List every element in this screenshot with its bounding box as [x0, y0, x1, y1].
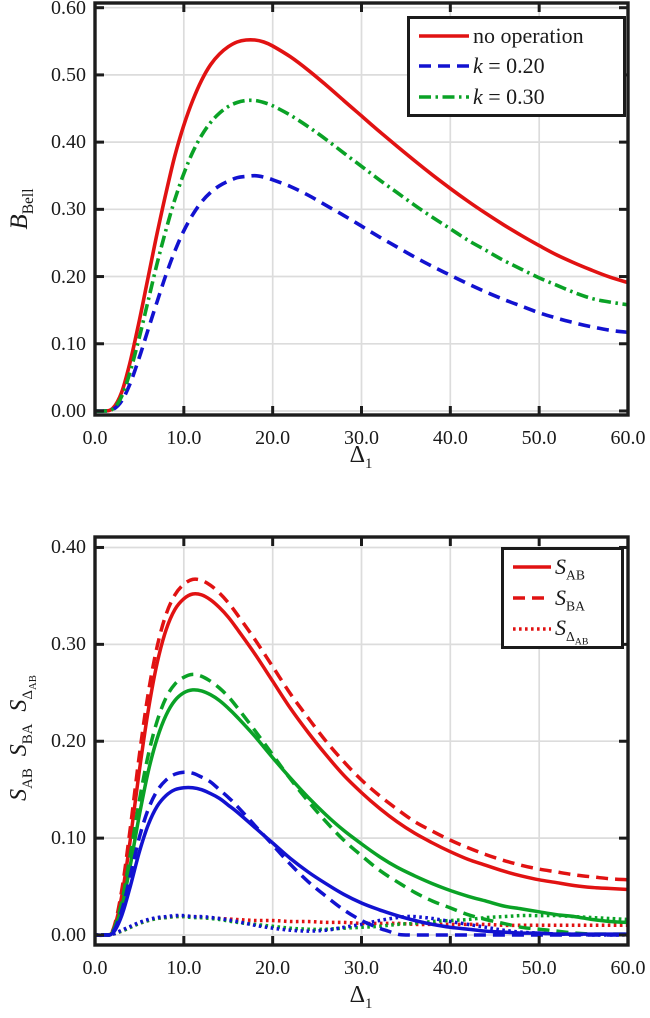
x-tick-label: 50.0	[521, 957, 557, 979]
y-tick-label: 0.10	[51, 827, 86, 850]
entropy-x-axis-label: Δ1	[321, 981, 401, 1012]
x-tick-label: 0.0	[82, 427, 108, 449]
x-tick-label: 40.0	[432, 427, 468, 449]
y-axis-label-part: SΔAB	[6, 675, 39, 712]
y-tick-label: 0.30	[51, 633, 86, 656]
legend-item: SBA	[512, 583, 619, 614]
y-tick-label: 0.50	[51, 63, 86, 86]
y-tick-label: 0.20	[51, 265, 86, 288]
entropy-x-label-subscript: 1	[365, 995, 373, 1012]
x-tick-label: 20.0	[255, 957, 291, 979]
y-tick-label: 0.60	[51, 0, 86, 19]
y-tick-label: 0.30	[51, 198, 86, 221]
legend-sample-dashdot-line	[419, 95, 469, 99]
y-tick-label: 0.10	[51, 332, 86, 355]
legend-label: SΔAB	[555, 615, 589, 648]
curve-sba-blue	[94, 770, 628, 937]
x-tick-label: 60.0	[610, 957, 646, 979]
entropy-x-label-symbol: Δ	[349, 982, 365, 1008]
x-tick-label: 60.0	[610, 427, 646, 449]
bell-x-label-symbol: Δ	[349, 442, 365, 468]
y-axis-label-part: SAB	[6, 768, 36, 801]
curve-sba-red	[94, 577, 629, 938]
y-tick-label: 0.00	[51, 924, 86, 947]
x-tick-label: 0.0	[82, 957, 108, 979]
legend-item: SAB	[512, 552, 619, 583]
legend-label: k = 0.20	[473, 53, 545, 79]
bell-x-axis-label: Δ1	[321, 441, 401, 472]
curve-sba-green	[94, 672, 628, 938]
legend-label: k = 0.30	[473, 83, 545, 109]
x-tick-label: 10.0	[166, 427, 202, 449]
legend-item: k = 0.20	[418, 51, 621, 81]
curve-sab-red	[94, 591, 629, 938]
entropy-legend: SAB SBA SΔAB	[501, 547, 624, 649]
legend-label: no operation	[473, 23, 584, 49]
x-tick-label: 30.0	[344, 957, 379, 979]
y-tick-label: 0.40	[51, 131, 86, 154]
legend-sample-dotted-line	[513, 626, 551, 631]
x-tick-label: 50.0	[521, 427, 557, 449]
curve-k-020	[94, 173, 629, 413]
legend-sample-solid-line	[419, 34, 469, 38]
bell-legend: no operation k = 0.20 k = 0.30	[407, 16, 626, 117]
bell-x-label-subscript: 1	[365, 455, 373, 472]
y-tick-label: 0.40	[51, 536, 86, 559]
x-tick-label: 40.0	[432, 957, 468, 979]
x-tick-label: 10.0	[166, 957, 202, 979]
x-tick-label: 20.0	[255, 427, 291, 449]
legend-item: SΔAB	[512, 613, 619, 648]
legend-label: SBA	[555, 585, 585, 614]
y-tick-label: 0.00	[51, 399, 86, 422]
y-tick-label: 0.20	[51, 730, 86, 753]
curve-no-operation	[94, 37, 629, 413]
legend-sample-solid-line	[513, 565, 551, 570]
legend-item: no operation	[418, 21, 621, 51]
legend-label: SAB	[555, 554, 585, 583]
x-tick-label: 30.0	[344, 427, 379, 449]
curve-k-030	[94, 98, 629, 413]
legend-item: k = 0.30	[418, 82, 621, 112]
legend-sample-dashed-line	[419, 64, 469, 69]
legend-sample-dashed-line	[513, 596, 551, 600]
